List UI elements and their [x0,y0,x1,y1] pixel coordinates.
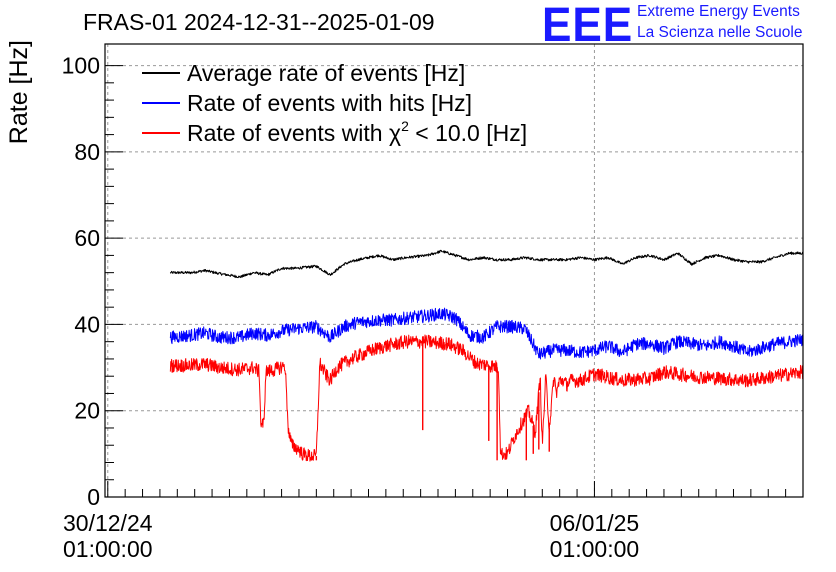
y-tick-label-60: 60 [74,225,100,251]
y-tick-label-80: 80 [74,139,100,165]
y-tick-label-20: 20 [74,398,100,424]
chart-title: FRAS-01 2024-12-31--2025-01-09 [83,9,435,35]
legend-label-0: Average rate of events [Hz] [187,60,465,86]
x-tick-label-time: 01:00:00 [550,536,640,562]
x-tick-label-date: 06/01/25 [550,510,640,536]
series-line-0 [169,249,804,279]
eee-logo: EEE [542,0,634,52]
x-tick-label-time: 01:00:00 [63,536,153,562]
y-tick-label-0: 0 [87,484,100,510]
y-axis-title: Rate [Hz] [5,40,33,144]
x-tick-label-date: 30/12/24 [63,510,153,536]
logo-line-2: La Scienza nelle Scuole [637,24,803,41]
y-tick-label-40: 40 [74,311,100,337]
plot-frame [104,43,804,498]
logo-line-1: Extreme Energy Events [637,3,800,20]
y-tick-label-100: 100 [62,53,100,79]
series-line-1 [169,307,804,360]
legend-label-2: Rate of events with χ2 < 10.0 [Hz] [187,118,527,146]
legend-label-1: Rate of events with hits [Hz] [187,90,472,116]
series-line-2 [169,334,804,462]
